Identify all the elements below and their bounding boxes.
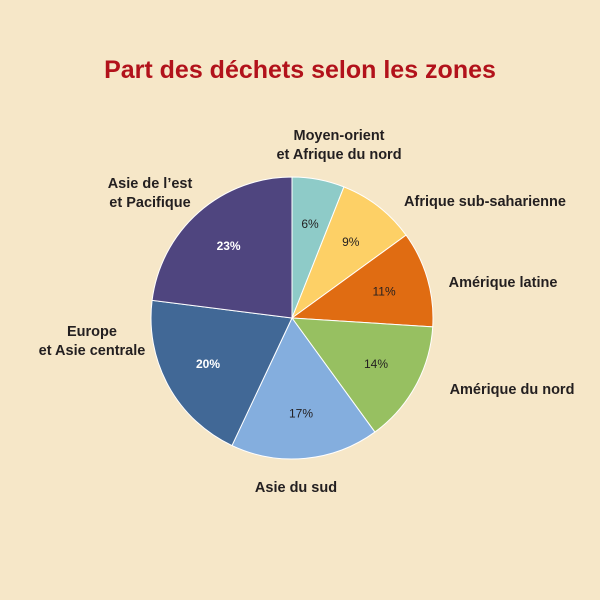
pie-category-label: Afrique sub-saharienne xyxy=(404,194,566,210)
pie-category-label-line: et Pacifique xyxy=(109,195,190,211)
pie-slice xyxy=(231,317,376,460)
pie-category-label-line: et Asie centrale xyxy=(39,343,146,359)
pie-value-label: 9% xyxy=(342,235,360,249)
pie-category-label-line: Asie du sud xyxy=(255,480,337,496)
pie-slice xyxy=(290,234,434,328)
pie-value-labels: 6% 9% 11% 14% 17% 20% 23% xyxy=(196,217,396,421)
pie-category-label: Moyen-orient et Afrique du nord xyxy=(276,128,401,163)
pie-category-label: Amérique du nord xyxy=(450,382,575,398)
pie-category-label-line: et Afrique du nord xyxy=(276,147,401,163)
pie-slice xyxy=(290,317,434,433)
pie-category-label-line: Amérique latine xyxy=(449,275,558,291)
pie-category-label-line: Moyen-orient xyxy=(293,128,384,144)
pie-slices xyxy=(150,176,434,460)
pie-value-label: 6% xyxy=(301,217,319,231)
pie-category-labels: Moyen-orient et Afrique du nord Afrique su… xyxy=(39,128,575,496)
pie-category-label-line: Amérique du nord xyxy=(450,382,575,398)
pie-category-label: Asie de l’est et Pacifique xyxy=(108,176,193,211)
pie-category-label: Europe et Asie centrale xyxy=(39,324,146,359)
pie-value-label: 17% xyxy=(289,407,313,421)
pie-slice xyxy=(290,186,407,320)
chart-title: Part des déchets selon les zones xyxy=(104,56,496,84)
pie-value-label: 14% xyxy=(364,357,388,371)
pie-category-label-line: Asie de l’est xyxy=(108,176,193,192)
pie-category-label: Amérique latine xyxy=(449,275,558,291)
pie-value-label: 23% xyxy=(217,239,241,253)
pie-value-label: 11% xyxy=(373,284,396,298)
pie-slice xyxy=(150,299,293,447)
pie-category-label: Asie du sud xyxy=(255,480,337,496)
pie-value-label: 20% xyxy=(196,357,220,371)
pie-category-label-line: Europe xyxy=(67,324,117,340)
pie-slice xyxy=(151,176,293,319)
pie-category-label-line: Afrique sub-saharienne xyxy=(404,194,566,210)
